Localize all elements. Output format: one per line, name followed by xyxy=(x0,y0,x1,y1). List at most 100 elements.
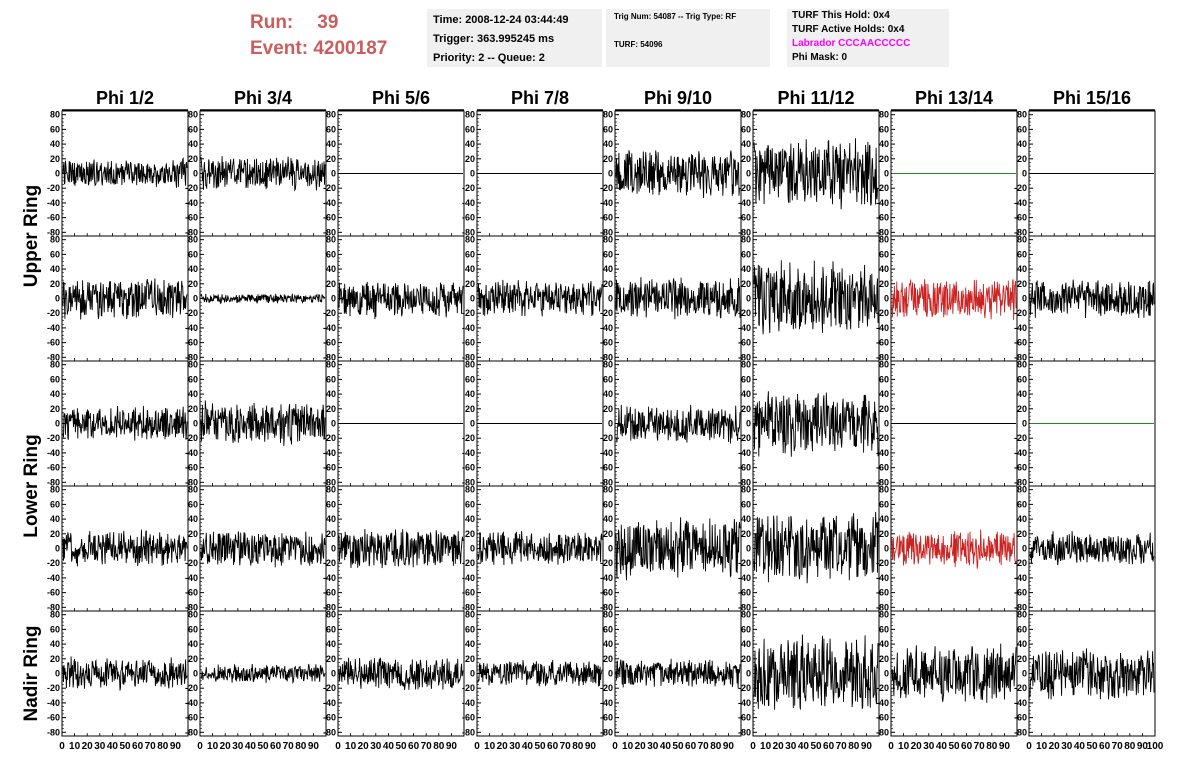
y-tick-label: 80 xyxy=(465,610,475,620)
y-tick-label: 80 xyxy=(188,485,198,495)
y-tick-label: 40 xyxy=(50,139,60,149)
y-tick-label: 0 xyxy=(608,544,613,554)
y-tick-label: 80 xyxy=(603,235,613,245)
x-tick-label: 80 xyxy=(157,741,169,752)
y-tick-label: -40 xyxy=(1014,323,1027,333)
y-tick-label: -60 xyxy=(47,713,60,723)
waveform-trace xyxy=(477,279,603,317)
y-tick-label: 60 xyxy=(465,124,475,134)
y-tick-label: -20 xyxy=(185,308,198,318)
y-tick-label: 40 xyxy=(465,264,475,274)
x-tick-label: 90 xyxy=(308,741,320,752)
priority-text: Priority: 2 -- Queue: 2 xyxy=(433,52,545,64)
x-tick-label: 70 xyxy=(421,741,433,752)
time-trigger-panel: Time: 2008-12-24 03:44:49 Trigger: 363.9… xyxy=(427,9,602,67)
y-tick-label: -60 xyxy=(47,213,60,223)
y-tick-label: 40 xyxy=(741,639,751,649)
y-tick-label: -40 xyxy=(1014,573,1027,583)
y-tick-label: -60 xyxy=(462,588,475,598)
y-tick-label: -20 xyxy=(47,558,60,568)
y-tick-label: -60 xyxy=(600,588,613,598)
y-tick-label: -40 xyxy=(738,698,751,708)
y-tick-label: 40 xyxy=(465,639,475,649)
y-tick-label: 80 xyxy=(188,110,198,120)
x-tick-label: 30 xyxy=(1061,741,1073,752)
y-tick-label: 60 xyxy=(603,249,613,259)
y-tick-label: -80 xyxy=(462,727,475,737)
y-tick-label: 40 xyxy=(1017,389,1027,399)
y-tick-label: 20 xyxy=(465,154,475,164)
y-tick-label: -40 xyxy=(738,323,751,333)
turf-text: TURF: 54096 xyxy=(614,40,663,49)
y-tick-label: -80 xyxy=(323,602,336,612)
y-tick-label: -40 xyxy=(600,448,613,458)
x-tick-label: 80 xyxy=(433,741,445,752)
y-tick-label: 0 xyxy=(55,419,60,429)
x-tick-label: 50 xyxy=(948,741,960,752)
x-tick-label: 70 xyxy=(698,741,710,752)
y-tick-label: 0 xyxy=(193,169,198,179)
y-tick-label: -20 xyxy=(876,183,889,193)
y-tick-label: 60 xyxy=(326,374,336,384)
y-tick-label: 20 xyxy=(741,529,751,539)
y-tick-label: -20 xyxy=(738,683,751,693)
x-tick-label: 70 xyxy=(836,741,848,752)
x-tick-label: 60 xyxy=(961,741,973,752)
y-tick-label: -60 xyxy=(323,213,336,223)
y-tick-label: -80 xyxy=(600,727,613,737)
y-tick-label: -40 xyxy=(47,573,60,583)
labrador-text: Labrador CCCAACCCCC xyxy=(792,38,911,49)
y-tick-label: 40 xyxy=(50,389,60,399)
y-tick-label: 60 xyxy=(1017,249,1027,259)
y-tick-label: -20 xyxy=(738,308,751,318)
y-tick-label: 0 xyxy=(608,669,613,679)
waveform-trace xyxy=(615,404,741,444)
x-tick-label: 10 xyxy=(207,741,219,752)
y-tick-label: 60 xyxy=(50,499,60,509)
x-tick-label: 0 xyxy=(888,741,894,752)
y-tick-label: -60 xyxy=(600,463,613,473)
waveform-trace xyxy=(338,281,464,320)
y-tick-label: 40 xyxy=(603,389,613,399)
x-tick-label: 40 xyxy=(798,741,810,752)
y-tick-label: 0 xyxy=(746,544,751,554)
x-tick-label: 20 xyxy=(773,741,785,752)
y-tick-label: 0 xyxy=(55,169,60,179)
y-tick-label: 80 xyxy=(603,610,613,620)
y-tick-label: -20 xyxy=(462,683,475,693)
y-tick-label: -40 xyxy=(47,448,60,458)
y-tick-label: -60 xyxy=(738,463,751,473)
y-tick-label: -80 xyxy=(600,352,613,362)
y-tick-label: 60 xyxy=(603,499,613,509)
y-tick-label: 20 xyxy=(188,154,198,164)
waveform-trace xyxy=(477,659,603,687)
y-tick-label: -40 xyxy=(185,698,198,708)
y-tick-label: -40 xyxy=(1014,698,1027,708)
y-tick-label: 40 xyxy=(326,514,336,524)
x-tick-label: 40 xyxy=(107,741,119,752)
x-tick-label: 70 xyxy=(974,741,986,752)
y-tick-label: 80 xyxy=(326,485,336,495)
waveform-trace xyxy=(200,400,326,446)
y-tick-label: 20 xyxy=(50,279,60,289)
x-tick-label: 50 xyxy=(395,741,407,752)
y-tick-label: 0 xyxy=(746,419,751,429)
y-tick-label: -60 xyxy=(1014,338,1027,348)
x-tick-label: 90 xyxy=(170,741,182,752)
x-tick-label: 70 xyxy=(1112,741,1124,752)
y-tick-label: -80 xyxy=(185,477,198,487)
y-tick-label: -20 xyxy=(600,308,613,318)
y-tick-label: 20 xyxy=(188,529,198,539)
y-tick-label: 0 xyxy=(193,669,198,679)
x-tick-label: 40 xyxy=(383,741,395,752)
y-tick-label: 80 xyxy=(188,360,198,370)
y-tick-label: 80 xyxy=(741,235,751,245)
y-tick-label: -60 xyxy=(876,713,889,723)
column-header: Phi 13/14 xyxy=(915,88,993,108)
y-tick-label: 20 xyxy=(603,404,613,414)
x-tick-label: 60 xyxy=(408,741,420,752)
y-tick-label: -20 xyxy=(600,558,613,568)
y-tick-label: 80 xyxy=(50,360,60,370)
waveform-trace xyxy=(1029,279,1155,319)
y-tick-label: -20 xyxy=(738,433,751,443)
